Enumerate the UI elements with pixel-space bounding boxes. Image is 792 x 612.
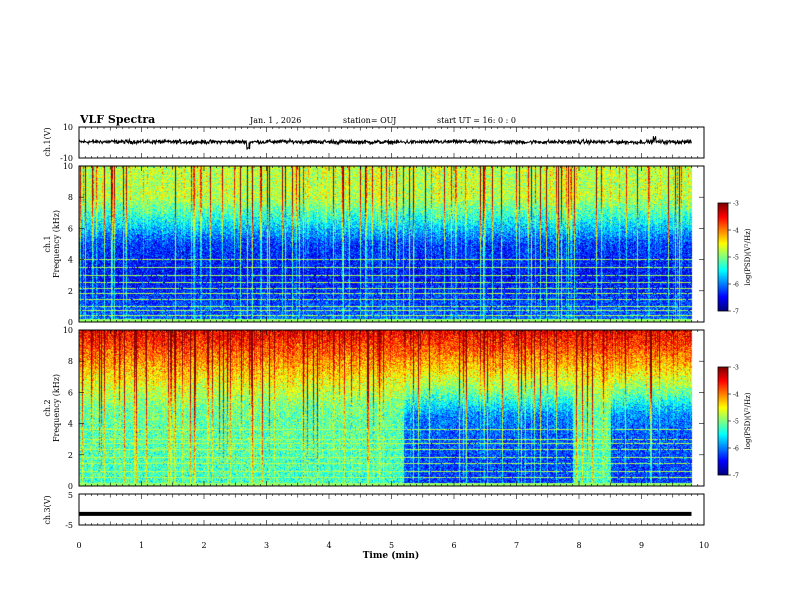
x-tick-label: 1 bbox=[139, 541, 144, 550]
x-tick-label: 9 bbox=[639, 541, 644, 550]
colorbar-tick-label: -3 bbox=[733, 365, 739, 372]
y-tick-label: 0 bbox=[68, 318, 73, 327]
ch2-spectrogram-ylabel-frequency: Frequency (kHz) bbox=[52, 374, 61, 442]
colorbar-tick-label: -7 bbox=[733, 473, 739, 480]
ch3-ytick-top: 5 bbox=[68, 491, 73, 500]
ch1-waveform-trace bbox=[78, 136, 692, 150]
figure-title: VLF Spectra bbox=[79, 113, 155, 126]
station-label: station= OUJ bbox=[343, 116, 396, 125]
y-tick-label: 10 bbox=[63, 326, 73, 335]
ch1-waveform-ylabel: ch.1(V) bbox=[43, 127, 52, 156]
y-tick-label: 6 bbox=[68, 224, 73, 233]
ch1-waveform-panel: 10 -10 ch.1(V) bbox=[43, 123, 705, 163]
x-tick-label: 8 bbox=[576, 541, 581, 550]
x-tick-label: 5 bbox=[389, 541, 394, 550]
colorbar-tick-label: -4 bbox=[733, 228, 739, 235]
ch1-spectrogram-image bbox=[79, 166, 704, 322]
ch2-spectrogram-ylabel-channel: ch.2 bbox=[43, 399, 52, 416]
colorbar-tick-label: -4 bbox=[733, 392, 739, 399]
ch2-colorbar-label: log(PSD)(V²/Hz) bbox=[744, 392, 752, 449]
date-label: Jan. 1 , 2026 bbox=[249, 116, 301, 125]
x-tick-label: 6 bbox=[451, 541, 456, 550]
y-tick-label: 4 bbox=[68, 256, 73, 265]
ch1-ytick-top: 10 bbox=[63, 123, 73, 132]
ch2-spectrogram-image bbox=[79, 330, 704, 486]
ch3-panel: 5 -5 ch.3(V) bbox=[43, 491, 705, 530]
y-tick-label: 2 bbox=[68, 451, 73, 460]
ch1-colorbar: -3 -4 -5 -6 -7 log(PSD)(V²/Hz) bbox=[717, 201, 752, 316]
ch2-colorbar: -3 -4 -5 -6 -7 log(PSD)(V²/Hz) bbox=[717, 365, 752, 480]
colorbar-tick-label: -5 bbox=[733, 255, 739, 262]
colorbar-tick-label: -3 bbox=[733, 201, 739, 208]
start-time-label: start UT = 16: 0 : 0 bbox=[437, 116, 516, 125]
y-tick-label: 2 bbox=[68, 287, 73, 296]
ch1-spectrogram-panel: 0 2 4 6 8 10 ch.1 Frequency (kHz) bbox=[43, 162, 705, 327]
colorbar-tick-label: -5 bbox=[733, 419, 739, 426]
y-tick-label: 4 bbox=[68, 420, 73, 429]
ch3-ytick-bottom: -5 bbox=[65, 521, 73, 530]
ch1-colorbar-label: log(PSD)(V²/Hz) bbox=[744, 228, 752, 285]
ch2-spectrogram-panel: 0 2 4 6 8 10 ch.2 Frequency (kHz) bbox=[43, 326, 705, 491]
ch1-colorbar-gradient bbox=[718, 203, 728, 311]
ch1-spectrogram-ylabel-frequency: Frequency (kHz) bbox=[52, 210, 61, 278]
ch3-frame bbox=[78, 493, 705, 526]
ch2-colorbar-gradient bbox=[718, 367, 728, 475]
ch1-ytick-bottom: -10 bbox=[60, 154, 73, 163]
ch3-ylabel: ch.3(V) bbox=[43, 495, 52, 524]
y-tick-label: 8 bbox=[68, 193, 73, 202]
y-tick-label: 8 bbox=[68, 357, 73, 366]
y-tick-label: 0 bbox=[68, 482, 73, 491]
x-tick-label: 7 bbox=[514, 541, 519, 550]
x-tick-label: 10 bbox=[699, 541, 709, 550]
y-tick-label: 6 bbox=[68, 388, 73, 397]
x-tick-label: 2 bbox=[201, 541, 206, 550]
ch1-spectrogram-ylabel-channel: ch.1 bbox=[43, 235, 52, 252]
colorbar-tick-label: -7 bbox=[733, 309, 739, 316]
x-axis-label: Time (min) bbox=[363, 550, 420, 561]
colorbar-tick-label: -6 bbox=[733, 446, 739, 453]
x-tick-label: 0 bbox=[76, 541, 81, 550]
x-tick-label: 3 bbox=[264, 541, 269, 550]
colorbar-tick-label: -6 bbox=[733, 282, 739, 289]
x-tick-label: 4 bbox=[326, 541, 331, 550]
y-tick-label: 10 bbox=[63, 162, 73, 171]
